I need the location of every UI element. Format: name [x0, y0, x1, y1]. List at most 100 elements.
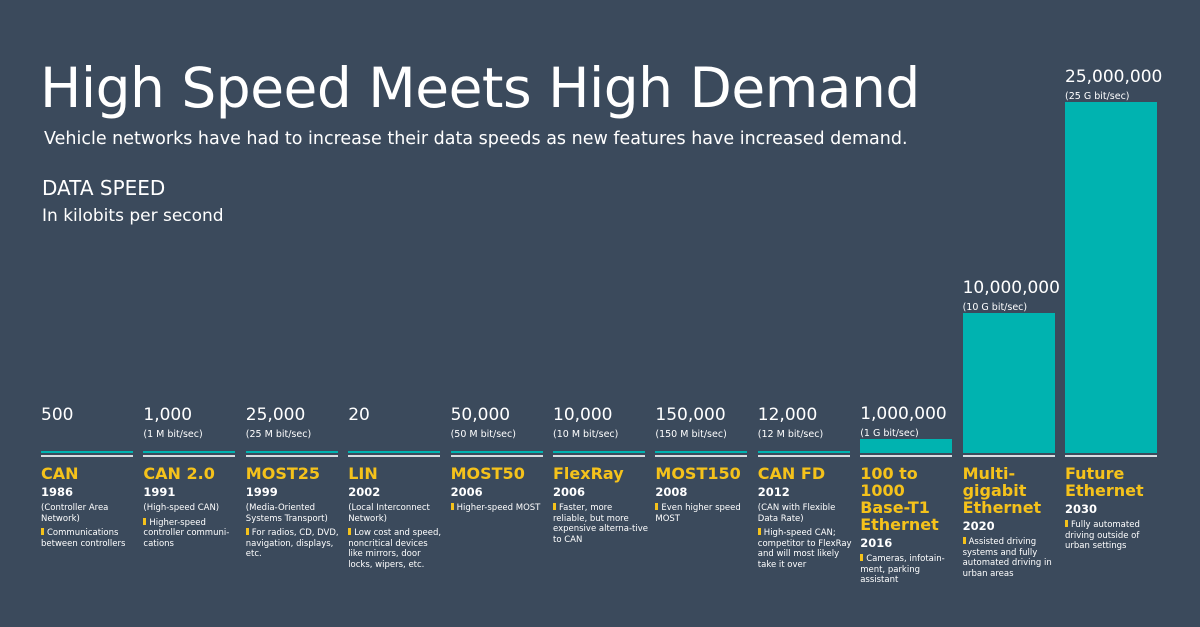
bullet-marker-icon	[143, 517, 147, 525]
bar-column: 12,000 (12 M bit/sec) CAN FD 2012 (CAN w…	[757, 0, 852, 627]
value-label: 150,000	[655, 405, 726, 425]
bullet-marker-icon	[553, 503, 556, 510]
value-sublabel: (10 M bit/sec)	[553, 429, 619, 440]
note: High-speed CAN; competitor to FlexRay an…	[757, 528, 854, 570]
note: Higher-speed MOST	[450, 503, 547, 514]
bar-column: 25,000 (25 M bit/sec) MOST25 1999 (Media…	[245, 0, 339, 627]
network-name: CAN 2.0	[143, 464, 215, 483]
bar	[655, 450, 748, 453]
note-text: Cameras, infotain-ment, parking assistan…	[860, 554, 945, 586]
description: (Local Interconnect Network)	[348, 503, 430, 524]
baseline	[348, 455, 441, 457]
note: Fully automated driving outside of urban…	[1065, 520, 1161, 552]
network-name: LIN	[348, 464, 378, 483]
baseline	[1065, 455, 1157, 457]
bullet-marker-icon	[860, 554, 864, 561]
year: 2006	[553, 485, 586, 499]
note-text: Low cost and speed, noncritical devices …	[348, 528, 442, 570]
baseline	[245, 455, 338, 457]
baseline	[962, 455, 1055, 457]
value-label: 500	[41, 405, 74, 425]
description: (High-speed CAN)	[143, 503, 220, 513]
network-name: CAN	[41, 464, 79, 483]
description: (Media-Oriented Systems Transport)	[245, 503, 328, 524]
year: 2008	[655, 485, 688, 499]
note-text: High-speed CAN; competitor to FlexRay an…	[757, 528, 852, 570]
value-label: 20	[348, 405, 370, 425]
description: (Controller Area Network)	[41, 503, 109, 524]
network-name: Future Ethernet	[1065, 464, 1144, 500]
value-label: 10,000,000	[962, 277, 1060, 298]
year: 2012	[757, 485, 790, 499]
value-sublabel: (1 M bit/sec)	[143, 429, 203, 440]
bar-column: 1,000,000 (1 G bit/sec) 100 to 1000 Base…	[860, 0, 953, 627]
year: 2030	[1065, 502, 1098, 516]
network-name: Multi-gigabit Ethernet	[962, 464, 1042, 517]
description: (CAN with Flexible Data Rate)	[757, 503, 836, 524]
bar	[553, 451, 645, 453]
subtitle: Vehicle networks have had to increase th…	[44, 129, 908, 149]
bar	[245, 451, 338, 453]
network-name: MOST25	[245, 464, 321, 483]
bar-column: 500 CAN 1986 (Controller Area Network) C…	[41, 0, 133, 627]
bullet-marker-icon	[1065, 520, 1068, 527]
value-label: 1,000	[143, 405, 193, 425]
bar-column: 10,000,000 (10 G bit/sec) Multi-gigabit …	[962, 0, 1060, 627]
note: Communications between controllers	[41, 528, 137, 549]
year: 2006	[450, 485, 483, 499]
baseline	[450, 455, 543, 457]
value-sublabel: (12 M bit/sec)	[757, 429, 824, 440]
value-label: 25,000,000	[1065, 67, 1163, 87]
baseline	[553, 455, 645, 457]
bar	[860, 438, 953, 453]
bar	[41, 451, 133, 453]
value-sublabel: (50 M bit/sec)	[450, 429, 516, 440]
bar-column: 20 LIN 2002 (Local Interconnect Network)…	[348, 0, 442, 627]
baseline	[655, 455, 748, 457]
y-axis-label: DATA SPEED	[42, 176, 166, 200]
page-title: High Speed Meets High Demand	[40, 56, 920, 120]
baseline	[143, 455, 236, 457]
bullet-marker-icon	[450, 503, 454, 510]
network-name: MOST150	[655, 464, 741, 483]
note: Faster, more reliable, but more expensiv…	[553, 503, 649, 545]
value-label: 10,000	[553, 405, 613, 425]
network-name: FlexRay	[553, 464, 624, 483]
value-sublabel: (25 G bit/sec)	[1065, 91, 1130, 102]
bar-column: 50,000 (50 M bit/sec) MOST50 2006 Higher…	[450, 0, 543, 627]
network-name: CAN FD	[757, 464, 826, 483]
note-text: Even higher speed MOST	[655, 503, 741, 524]
value-sublabel: (1 G bit/sec)	[860, 427, 919, 439]
bar-column: 25,000,000 (25 G bit/sec) Future Etherne…	[1065, 0, 1162, 627]
bullet-marker-icon	[245, 528, 249, 536]
bar	[1065, 102, 1157, 453]
note: For radios, CD, DVD, navigation, display…	[245, 528, 342, 560]
note-text: For radios, CD, DVD, navigation, display…	[245, 528, 339, 560]
y-axis-unit: In kilobits per second	[42, 206, 224, 226]
bullet-marker-icon	[757, 528, 761, 536]
bar	[450, 451, 543, 453]
note-text: Assisted driving systems and fully autom…	[962, 537, 1052, 579]
value-sublabel: (150 M bit/sec)	[655, 429, 727, 440]
note: Higher-speed controller communi-cations	[143, 517, 239, 550]
note: Even higher speed MOST	[655, 503, 751, 524]
year: 1999	[245, 485, 278, 499]
bar	[757, 451, 850, 453]
year: 2002	[348, 485, 381, 499]
bar-column: 10,000 (10 M bit/sec) FlexRay 2006 Faste…	[553, 0, 648, 627]
baseline	[860, 455, 953, 457]
value-label: 1,000,000	[860, 403, 947, 424]
note-text: Faster, more reliable, but more expensiv…	[553, 503, 648, 545]
value-label: 50,000	[450, 405, 511, 425]
bar	[962, 312, 1055, 453]
bullet-marker-icon	[41, 528, 44, 536]
bar-column: 150,000 (150 M bit/sec) MOST150 2008 Eve…	[655, 0, 748, 627]
bar	[143, 451, 236, 453]
note-text: Higher-speed MOST	[456, 503, 541, 513]
bullet-marker-icon	[962, 537, 966, 544]
bullet-marker-icon	[348, 528, 352, 536]
bullet-marker-icon	[655, 503, 659, 510]
note: Assisted driving systems and fully autom…	[962, 537, 1059, 579]
year: 2016	[860, 536, 893, 550]
baseline	[41, 455, 133, 457]
